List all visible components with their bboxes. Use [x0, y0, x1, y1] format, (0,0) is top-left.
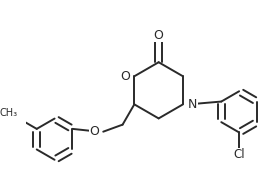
Text: O: O: [154, 28, 164, 42]
Text: O: O: [120, 70, 130, 83]
Text: O: O: [90, 125, 100, 138]
Text: CH₃: CH₃: [0, 108, 18, 118]
Text: N: N: [188, 98, 197, 111]
Text: Cl: Cl: [233, 148, 245, 162]
